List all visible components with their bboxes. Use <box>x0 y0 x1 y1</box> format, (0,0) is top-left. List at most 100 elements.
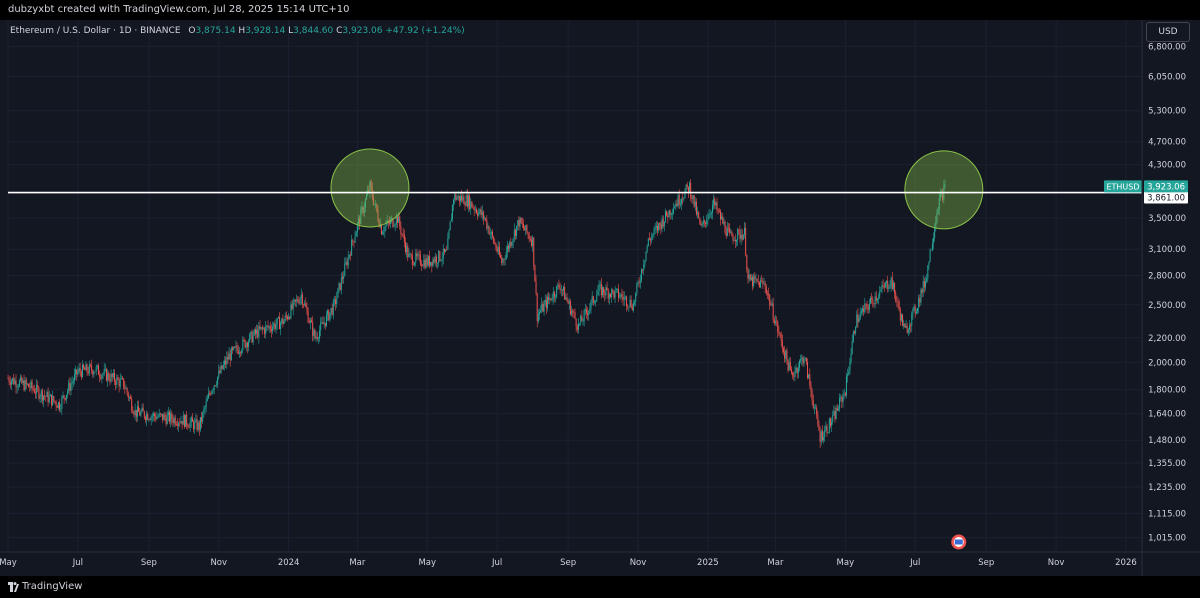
candle-body <box>829 418 831 426</box>
candle <box>96 364 98 370</box>
candle-body <box>674 207 676 209</box>
candle <box>70 378 72 396</box>
candle-body <box>214 385 216 387</box>
candle-body <box>368 190 370 192</box>
candle-body <box>22 380 24 384</box>
candle-body <box>769 295 771 305</box>
time-axis[interactable]: May Jul Sep Nov 2024 Mar May Jul Sep Nov 2025 Mar Ma… <box>0 20 1200 576</box>
candle-body <box>299 298 301 304</box>
candle-body <box>849 361 851 372</box>
candle-body <box>223 360 225 365</box>
candle <box>286 315 288 322</box>
candle <box>248 338 250 352</box>
candle-body <box>689 182 691 193</box>
time-tick-label: 2024 <box>278 558 300 568</box>
candle <box>347 250 349 269</box>
candle-body <box>177 424 179 426</box>
candle-body <box>761 280 763 282</box>
candle <box>506 241 508 258</box>
candle-body <box>135 409 137 417</box>
candle <box>844 391 846 397</box>
candle <box>705 221 707 228</box>
candle-body <box>404 242 406 253</box>
candle-body <box>220 365 222 373</box>
candle-body <box>131 398 133 411</box>
candle <box>107 369 109 388</box>
candle <box>568 297 570 310</box>
candle <box>167 407 169 422</box>
candle-body <box>205 401 207 408</box>
candle <box>519 216 521 231</box>
candle <box>242 335 244 354</box>
candle-body <box>563 286 565 291</box>
candle-body <box>62 395 64 398</box>
candle <box>573 309 575 318</box>
candle-body <box>524 228 526 231</box>
candle <box>180 415 182 424</box>
candle-body <box>14 380 16 385</box>
candle-body <box>462 196 464 201</box>
candle-body <box>377 211 379 221</box>
candle <box>840 394 842 402</box>
candle <box>817 410 819 428</box>
candle-body <box>577 323 579 330</box>
candle-body <box>169 412 171 422</box>
candle <box>149 417 151 421</box>
candle <box>528 231 530 243</box>
candle-body <box>760 280 762 288</box>
chart-panel[interactable]: 6,800.00 6,050.00 5,300.00 4,700.00 4,300.00… <box>0 20 1200 576</box>
candle <box>115 378 117 391</box>
price-axis[interactable]: 6,800.006,050.005,300.004,700.004,300.00… <box>1104 20 1200 576</box>
candle <box>543 299 545 316</box>
candle-body <box>770 304 772 306</box>
candle <box>202 410 204 424</box>
candle <box>474 204 476 213</box>
candle-body <box>264 328 266 334</box>
candle-body <box>514 229 516 236</box>
candle-body <box>344 263 346 277</box>
candle <box>565 293 567 301</box>
candle-body <box>463 196 465 205</box>
candle-body <box>618 288 620 298</box>
candle <box>225 356 227 368</box>
candle-body <box>124 387 126 389</box>
candle-body <box>691 197 693 199</box>
candle-body <box>20 377 22 381</box>
candle-body <box>416 253 418 257</box>
candle-body <box>398 216 400 223</box>
candle <box>614 285 616 304</box>
currency-button[interactable]: USD <box>1146 22 1190 42</box>
candle <box>668 209 670 218</box>
brand-name: TradingView <box>22 581 83 592</box>
candle <box>916 307 918 315</box>
candle <box>569 299 571 316</box>
candle-body <box>709 214 711 215</box>
candle <box>575 318 577 332</box>
candle <box>701 222 703 229</box>
candle-body <box>754 275 756 280</box>
candle-body <box>93 372 95 375</box>
price-tick-label: 1,800.00 <box>1148 386 1186 396</box>
candle-body <box>490 231 492 234</box>
candle <box>522 218 524 231</box>
candle-body <box>863 308 865 312</box>
candle-body <box>60 408 62 410</box>
candle-body <box>763 283 765 284</box>
candle <box>781 334 783 354</box>
candle-body <box>23 380 25 391</box>
change-value: +47.92 (+1.24%) <box>385 26 465 36</box>
candle-body <box>446 249 448 251</box>
candle <box>277 316 279 319</box>
candle <box>758 281 760 288</box>
candle <box>813 404 815 415</box>
candle <box>91 359 93 375</box>
price-chart[interactable]: 6,800.006,050.005,300.004,700.004,300.00… <box>0 20 1200 576</box>
candle <box>445 248 447 253</box>
event-marker[interactable] <box>951 534 967 550</box>
candle-body <box>40 390 42 397</box>
candle <box>802 355 804 367</box>
candle <box>298 296 300 305</box>
candle-body <box>410 254 412 256</box>
candle <box>646 244 648 254</box>
candle-body <box>57 402 59 408</box>
